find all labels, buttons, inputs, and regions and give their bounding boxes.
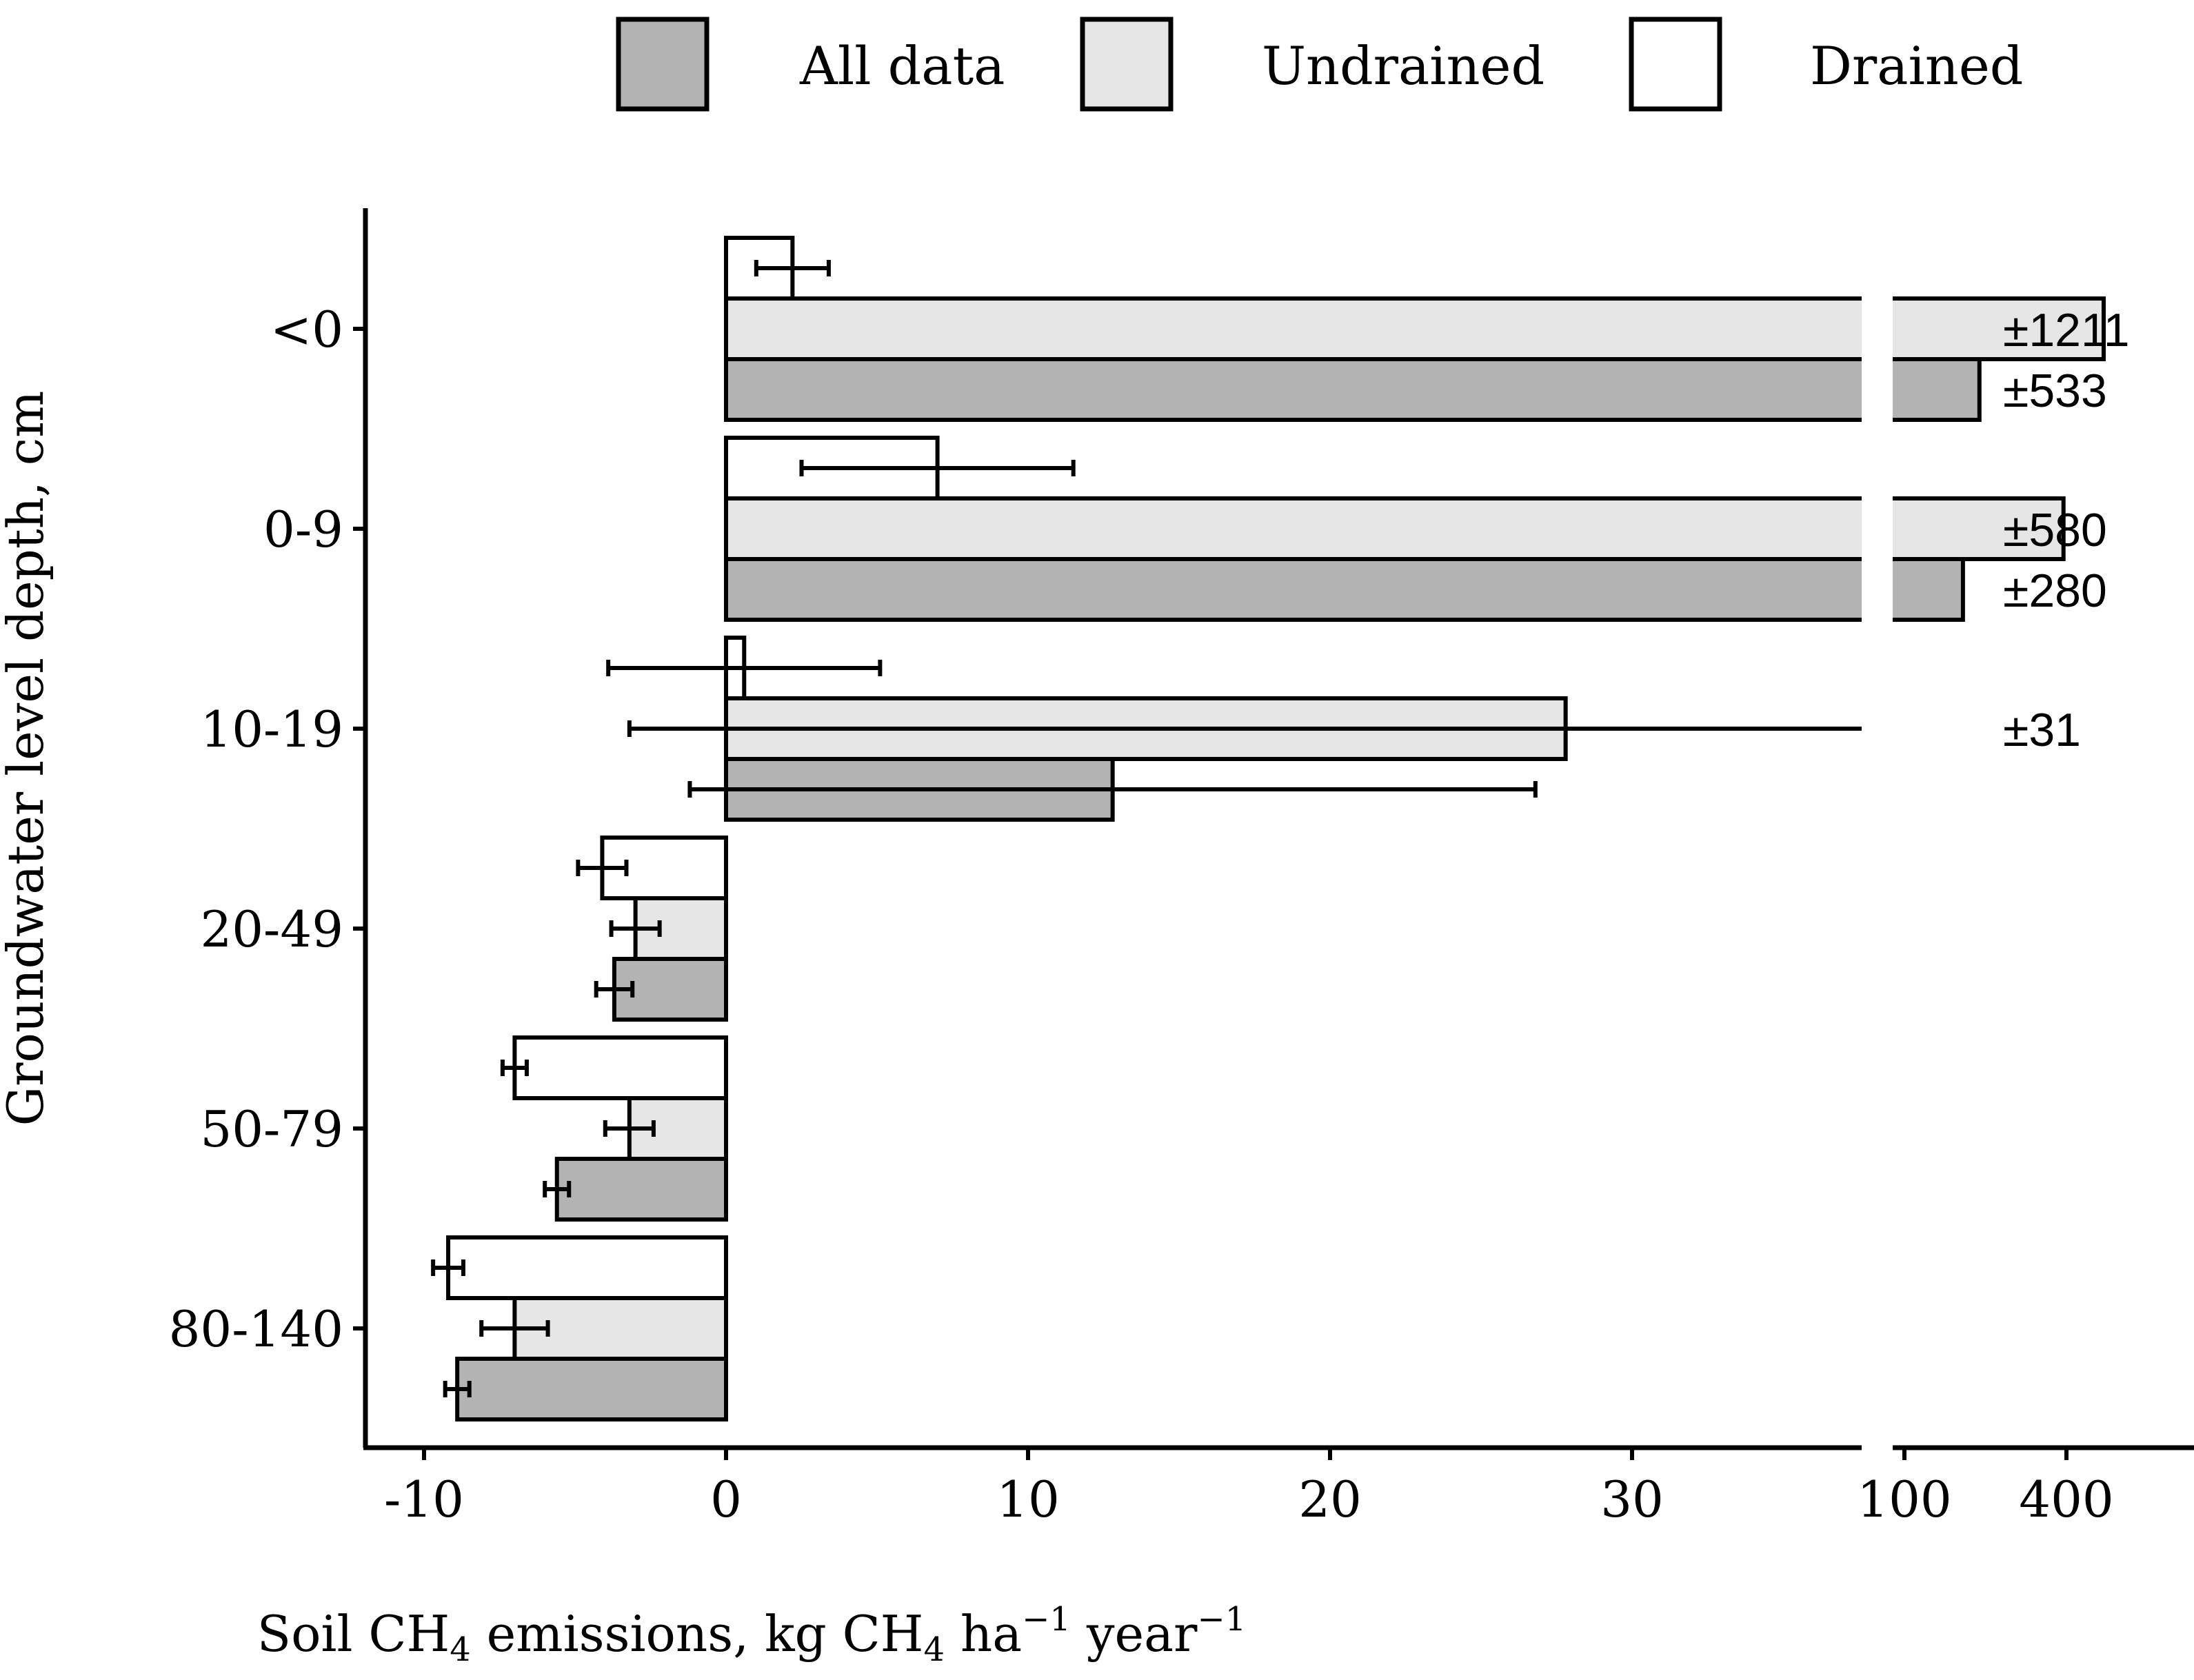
legend: All data Undrained Drained [616, 17, 2023, 112]
error-label-undrained-2: ±31 [2003, 704, 2081, 756]
legend-label-undrained: Undrained [1262, 35, 1544, 97]
y-tick-label: 0-9 [263, 500, 343, 558]
bar-all-data-5 [455, 1357, 728, 1421]
bar-undrained-1-left [724, 496, 1862, 561]
y-tick-label: 20-49 [200, 900, 343, 958]
bar-all-data-1-left [724, 557, 1862, 622]
axes-layer: <0 0-9 10-19 20-49 50-79 80-140 -10 0 10 20 30 100 4… [169, 208, 2194, 1528]
legend-label-all-data: All data [799, 35, 1005, 97]
legend-swatch-drained [1629, 17, 1722, 112]
bars-layer: ±1211 ±533 ±580 ±280 ±31 [431, 236, 2130, 1421]
error-label-undrained-1: ±580 [2003, 504, 2107, 556]
y-tick-label: 50-79 [200, 1100, 343, 1158]
bar-all-data-1-right [1893, 557, 1965, 622]
legend-swatch-undrained [1080, 17, 1174, 112]
legend-swatch-all-data [616, 17, 709, 112]
y-axis-label: Groundwater level depth, cm [0, 391, 54, 1126]
x-tick-label: 400 [2019, 1470, 2113, 1528]
error-label-all-data-1: ±280 [2003, 565, 2107, 617]
x-tick-label: 30 [1600, 1470, 1664, 1528]
y-tick-label: 80-140 [169, 1300, 343, 1358]
x-tick-label: 100 [1857, 1470, 1951, 1528]
bar-undrained-1-right [1893, 496, 2066, 561]
bar-undrained-3 [633, 896, 728, 961]
bar-all-data-0-right [1893, 357, 1982, 422]
y-tick-label: <0 [270, 301, 343, 358]
x-axis-label: Soil CH4 emissions, kg CH4 ha−1 year−1 [257, 1600, 1246, 1669]
bar-undrained-0-right [1893, 296, 2106, 361]
x-tick-label: 20 [1298, 1470, 1362, 1528]
bar-drained-5 [446, 1235, 728, 1300]
bar-drained-4 [512, 1035, 729, 1100]
bar-all-data-0-left [724, 357, 1862, 422]
x-tick-label: 10 [996, 1470, 1060, 1528]
bar-all-data-4 [554, 1157, 728, 1222]
y-tick-label: 10-19 [200, 700, 343, 758]
error-label-undrained-0: ±1211 [2003, 304, 2130, 356]
x-tick-label: -10 [384, 1470, 464, 1528]
error-label-all-data-0: ±533 [2003, 365, 2107, 417]
x-tick-label: 0 [710, 1470, 742, 1528]
legend-label-drained: Drained [1810, 35, 2023, 97]
bar-undrained-0-left [724, 296, 1862, 361]
